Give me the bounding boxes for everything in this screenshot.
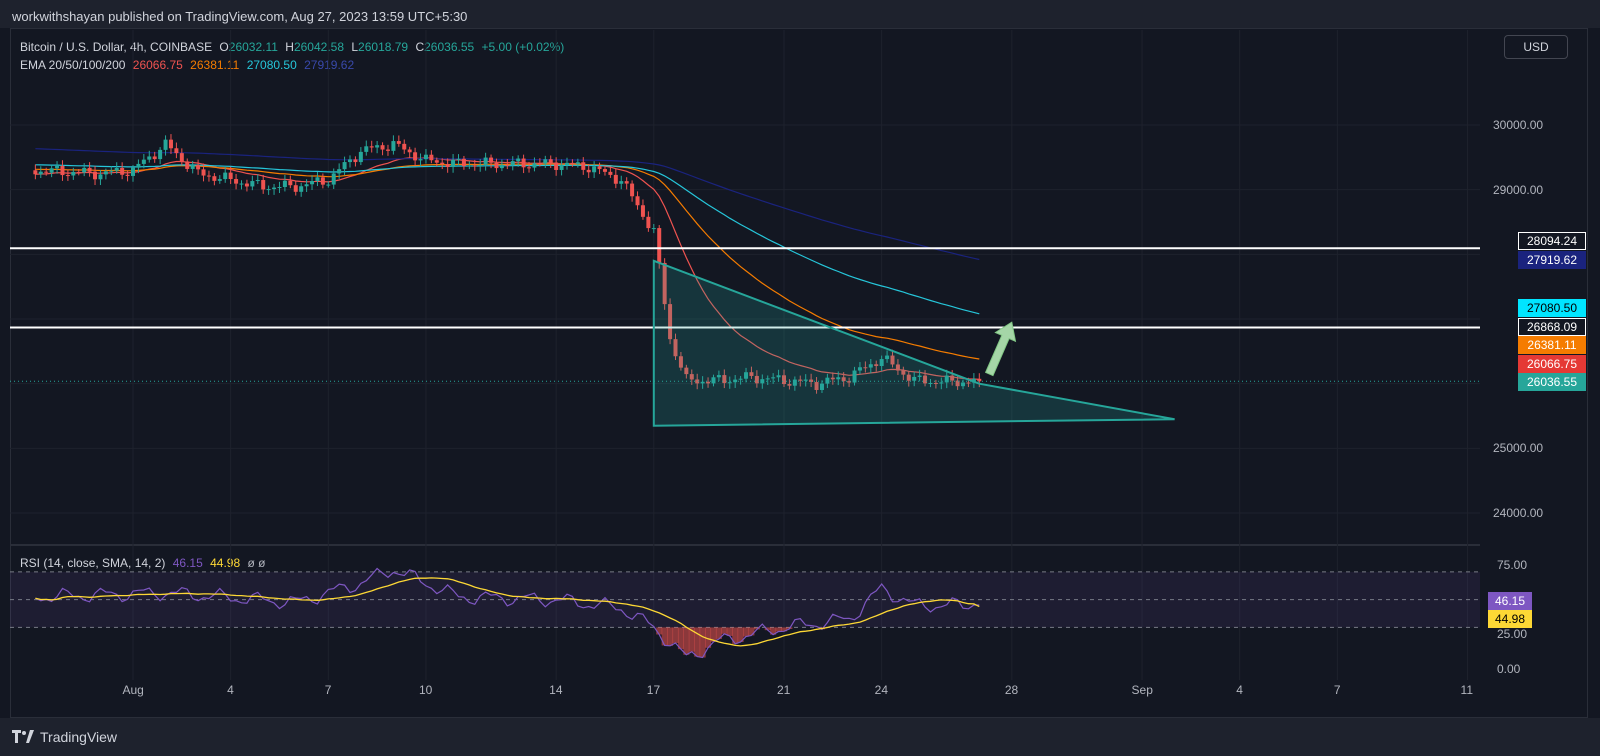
tradingview-icon — [12, 730, 34, 743]
time-tick: 11 — [1460, 683, 1474, 697]
close-label: C — [415, 40, 425, 54]
time-tick: 4 — [227, 683, 234, 697]
ema50-value: 26381.11 — [190, 58, 240, 72]
open-value: 26032.11 — [228, 40, 278, 54]
time-tick: Aug — [122, 683, 144, 697]
time-tick: 10 — [418, 683, 433, 697]
time-tick: 7 — [324, 683, 332, 697]
price-tick: 25000.00 — [1493, 441, 1544, 456]
time-tick: 7 — [1333, 683, 1341, 697]
ema200-value: 27919.62 — [304, 58, 355, 72]
rsi-tag: 46.15 — [1488, 592, 1532, 610]
publish-header: workwithshayan published on TradingView.… — [0, 0, 1600, 28]
low-value: 26018.79 — [358, 40, 409, 54]
price-tag: 26381.11 — [1518, 336, 1586, 354]
ema20-value: 26066.75 — [132, 58, 183, 72]
rsi-sma-value: 44.98 — [210, 556, 241, 570]
rsi-tick: 25.00 — [1497, 627, 1528, 642]
price-tag: 27080.50 — [1518, 299, 1586, 317]
high-label: H — [285, 40, 294, 54]
time-tick: 17 — [646, 683, 661, 697]
time-tick: 14 — [549, 683, 563, 697]
rsi-extra: ø ø — [247, 556, 266, 570]
price-tag: 28094.24 — [1518, 232, 1586, 250]
rsi-value: 46.15 — [172, 556, 203, 570]
high-value: 26042.58 — [293, 40, 345, 54]
price-tick: 24000.00 — [1493, 506, 1544, 520]
time-tick: 21 — [777, 683, 791, 697]
rsi-title: RSI (14, close, SMA, 14, 2) — [20, 556, 166, 570]
ema-legend: EMA 20/50/100/200 26066.75 26381.11 2708… — [20, 58, 358, 72]
ema-title: EMA 20/50/100/200 — [20, 58, 126, 72]
footer — [0, 718, 1600, 756]
close-value: 26036.55 — [424, 40, 475, 54]
time-tick: 28 — [1004, 683, 1019, 697]
chart-frame — [10, 28, 1588, 718]
price-tag: 26036.55 — [1518, 373, 1586, 391]
symbol-title: Bitcoin / U.S. Dollar, 4h, COINBASE — [20, 40, 213, 54]
price-tick: 29000.00 — [1493, 182, 1544, 197]
rsi-tick: 75.00 — [1497, 558, 1528, 572]
price-tag: 26868.09 — [1518, 318, 1586, 336]
symbol-legend: Bitcoin / U.S. Dollar, 4h, COINBASE O260… — [20, 40, 568, 54]
price-tag: 26066.75 — [1518, 355, 1586, 373]
time-tick: 4 — [1236, 683, 1243, 697]
price-tag: 27919.62 — [1518, 251, 1586, 269]
price-tick: 30000.00 — [1493, 118, 1544, 132]
low-label: L — [351, 40, 359, 54]
ema100-value: 27080.50 — [246, 58, 297, 72]
publisher-text: workwithshayan published on TradingView.… — [12, 9, 468, 24]
open-label: O — [219, 40, 229, 54]
rsi-tick: 0.00 — [1497, 662, 1521, 676]
currency-button[interactable]: USD — [1504, 35, 1568, 59]
rsi-tag: 44.98 — [1488, 610, 1532, 628]
brand-text: TradingView — [40, 729, 118, 745]
time-tick: 24 — [874, 683, 888, 697]
time-tick: Sep — [1131, 683, 1153, 697]
tradingview-logo[interactable]: TradingView — [12, 729, 117, 745]
change-value: +5.00 (+0.02%) — [481, 40, 565, 54]
rsi-legend: RSI (14, close, SMA, 14, 2) 46.15 44.98 … — [20, 556, 269, 570]
